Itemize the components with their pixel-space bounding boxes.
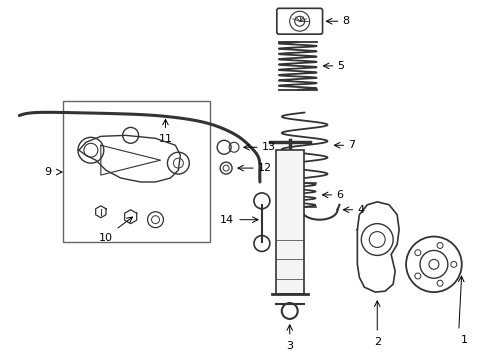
Text: 2: 2: [374, 337, 381, 347]
Text: 5: 5: [338, 61, 344, 71]
Text: 1: 1: [461, 335, 468, 345]
Text: 11: 11: [158, 134, 172, 144]
Text: 4: 4: [357, 205, 365, 215]
Text: 7: 7: [348, 140, 356, 150]
Text: 14: 14: [220, 215, 234, 225]
Bar: [276, 150, 304, 294]
Text: 3: 3: [286, 341, 293, 351]
Text: 10: 10: [99, 233, 113, 243]
Text: 8: 8: [343, 16, 349, 26]
FancyBboxPatch shape: [277, 8, 322, 34]
Text: 13: 13: [262, 142, 276, 152]
Text: 12: 12: [258, 163, 272, 173]
Text: 6: 6: [337, 190, 343, 200]
Text: 9: 9: [44, 167, 51, 177]
Bar: [63, 100, 210, 242]
